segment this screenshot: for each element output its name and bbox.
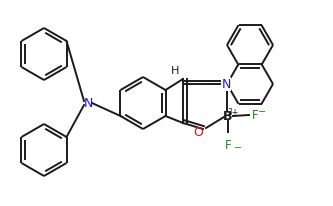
Text: B: B <box>223 110 233 123</box>
Text: −: − <box>258 107 266 117</box>
Text: N: N <box>221 77 231 90</box>
Text: F: F <box>225 139 231 152</box>
Text: N: N <box>220 77 230 90</box>
Text: O: O <box>193 126 203 139</box>
Text: N: N <box>83 96 93 110</box>
Text: H: H <box>171 66 179 76</box>
Text: F: F <box>252 109 259 122</box>
Text: 3+: 3+ <box>227 108 239 117</box>
Text: −: − <box>234 143 242 153</box>
